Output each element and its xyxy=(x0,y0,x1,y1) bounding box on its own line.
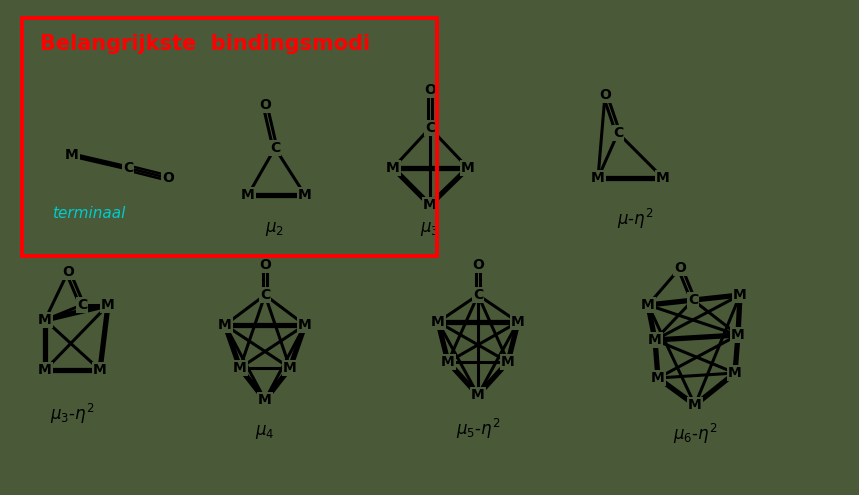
Text: C: C xyxy=(270,141,280,155)
Text: M: M xyxy=(38,313,52,327)
Text: terminaal: terminaal xyxy=(52,206,125,221)
Text: M: M xyxy=(688,398,702,412)
Text: M: M xyxy=(442,355,455,369)
Text: M: M xyxy=(298,188,312,202)
Text: M: M xyxy=(387,161,400,175)
Text: M: M xyxy=(423,198,437,212)
Text: O: O xyxy=(674,261,686,275)
Text: O: O xyxy=(472,258,484,272)
Text: C: C xyxy=(688,293,698,307)
Text: C: C xyxy=(612,126,623,140)
Text: M: M xyxy=(731,328,745,342)
Text: M: M xyxy=(471,388,484,402)
Text: $\mu_4$: $\mu_4$ xyxy=(255,423,275,441)
Text: M: M xyxy=(461,161,475,175)
Text: M: M xyxy=(728,366,742,380)
Text: M: M xyxy=(241,188,255,202)
Text: C: C xyxy=(123,161,133,175)
Text: $\mu_3$-$\eta^2$: $\mu_3$-$\eta^2$ xyxy=(50,402,94,426)
Text: O: O xyxy=(162,171,174,185)
Text: C: C xyxy=(425,121,436,135)
Text: $\mu_2$: $\mu_2$ xyxy=(265,220,284,238)
Text: M: M xyxy=(511,315,525,329)
Text: M: M xyxy=(641,298,655,312)
Text: O: O xyxy=(424,83,436,97)
Text: M: M xyxy=(38,363,52,377)
Text: C: C xyxy=(472,288,483,302)
Text: M: M xyxy=(501,355,515,369)
Text: M: M xyxy=(591,171,605,185)
Text: O: O xyxy=(259,98,271,112)
Text: $\mu_3$: $\mu_3$ xyxy=(420,220,440,238)
Text: O: O xyxy=(599,88,611,102)
Text: $\mu_5$-$\eta^2$: $\mu_5$-$\eta^2$ xyxy=(456,417,500,441)
Text: M: M xyxy=(298,318,312,332)
Text: O: O xyxy=(62,265,74,279)
Text: M: M xyxy=(651,371,665,385)
Text: M: M xyxy=(431,315,445,329)
Text: $\mu_6$-$\eta^2$: $\mu_6$-$\eta^2$ xyxy=(673,422,717,446)
Text: M: M xyxy=(283,361,297,375)
Text: C: C xyxy=(76,298,87,312)
Text: M: M xyxy=(65,148,79,162)
Text: M: M xyxy=(93,363,107,377)
Text: C: C xyxy=(260,288,270,302)
Text: M: M xyxy=(649,333,662,347)
Text: M: M xyxy=(733,288,746,302)
Text: M: M xyxy=(233,361,247,375)
Text: Belangrijkste  bindingsmodi: Belangrijkste bindingsmodi xyxy=(40,34,370,54)
Text: O: O xyxy=(259,258,271,272)
Text: M: M xyxy=(218,318,232,332)
Text: $\mu$-$\eta^2$: $\mu$-$\eta^2$ xyxy=(617,207,653,231)
Text: M: M xyxy=(258,393,272,407)
Text: M: M xyxy=(656,171,670,185)
Text: M: M xyxy=(101,298,115,312)
